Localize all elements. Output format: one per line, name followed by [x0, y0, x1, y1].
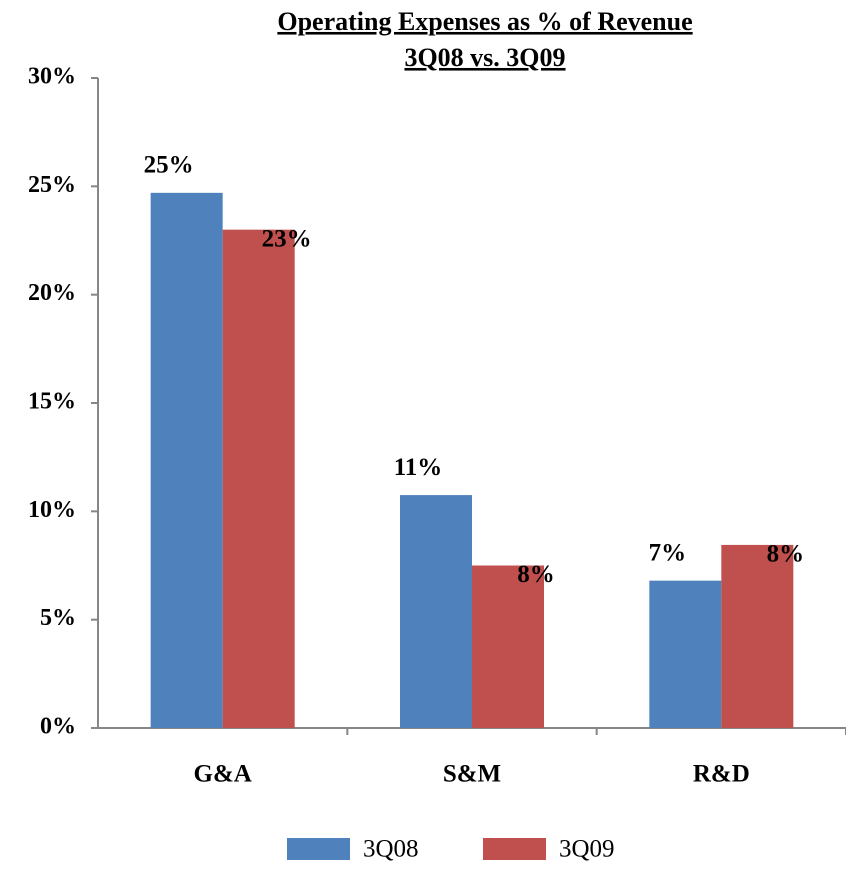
- value-label: 8%: [767, 541, 805, 568]
- x-tick-label: S&M: [443, 761, 501, 788]
- value-label: 11%: [394, 454, 443, 481]
- legend-swatch: [483, 838, 546, 860]
- value-label: 25%: [144, 152, 194, 179]
- y-tick-label: 25%: [28, 172, 76, 198]
- x-tick-label: G&A: [194, 761, 252, 788]
- bar: [150, 192, 223, 729]
- bar: [472, 565, 544, 728]
- y-tick-label: 15%: [28, 389, 76, 415]
- y-tick-label: 20%: [28, 280, 76, 306]
- value-label: 8%: [517, 561, 555, 588]
- bar: [721, 544, 794, 728]
- legend-label: 3Q09: [559, 836, 615, 863]
- y-tick-label: 0%: [40, 714, 76, 740]
- y-tick-label: 5%: [40, 605, 76, 631]
- bar: [649, 580, 722, 728]
- value-label: 7%: [649, 539, 687, 566]
- y-tick-label: 10%: [28, 497, 76, 523]
- legend-label: 3Q08: [363, 836, 419, 863]
- y-tick-label: 30%: [28, 64, 76, 90]
- x-tick-label: R&D: [693, 761, 750, 788]
- bar: [400, 495, 472, 728]
- chart-title: Operating Expenses as % of Revenue: [277, 7, 692, 36]
- bar: [222, 229, 295, 728]
- chart-subtitle: 3Q08 vs. 3Q09: [404, 43, 565, 72]
- legend-swatch: [287, 838, 350, 860]
- value-label: 23%: [262, 225, 312, 252]
